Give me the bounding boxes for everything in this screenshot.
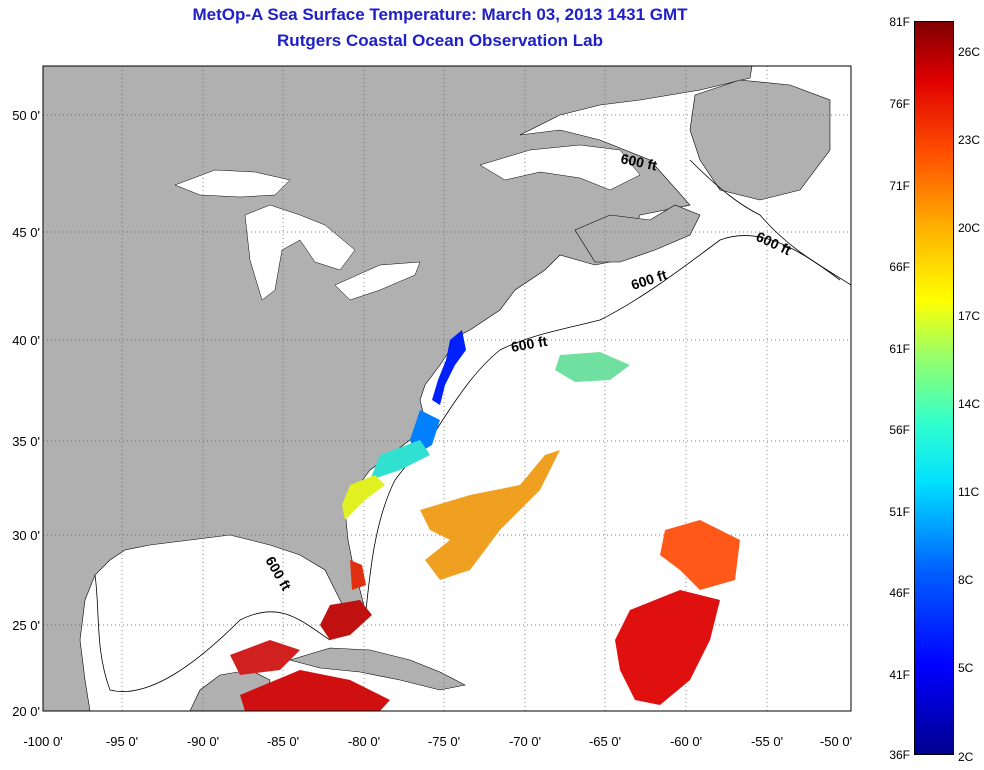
cb-c-14: 14C: [958, 397, 981, 411]
lon-label-85: -85 0': [266, 734, 300, 749]
contour-label-5: 600 ft: [262, 554, 294, 594]
lat-label-20: 20 0': [12, 704, 40, 719]
lon-label-50: -50 0': [819, 734, 853, 749]
lat-label-40: 40 0': [12, 333, 40, 348]
sst-gulfstream-orange: [420, 450, 560, 580]
sst-sargasso-red: [615, 590, 720, 705]
sst-chesapeake-cold: [432, 330, 466, 405]
contour-label-3: 600 ft: [629, 266, 669, 293]
cb-f-51: 51F: [889, 505, 910, 519]
cb-c-17: 17C: [958, 309, 981, 323]
lake-superior: [174, 169, 291, 198]
lon-label-100: -100 0': [23, 734, 63, 749]
gulf-st-lawrence: [479, 144, 641, 191]
lon-label-90: -90 0': [186, 734, 220, 749]
nova-scotia-land: [574, 204, 701, 263]
sst-slope-green: [555, 352, 630, 382]
temperature-colorbar: [914, 21, 954, 755]
contour-label-2: 600 ft: [754, 228, 794, 258]
cb-c-5: 5C: [958, 661, 974, 675]
cuba-land: [288, 647, 466, 691]
contour-label-1: 600 ft: [619, 150, 658, 173]
cb-c-2: 2C: [958, 750, 974, 764]
lon-label-55: -55 0': [750, 734, 784, 749]
cb-f-71: 71F: [889, 179, 910, 193]
newfoundland-land: [689, 79, 831, 201]
lat-label-45: 45 0': [12, 225, 40, 240]
lat-label-25: 25 0': [12, 618, 40, 633]
lon-label-80: -80 0': [347, 734, 381, 749]
map-frame: [42, 65, 852, 712]
lon-label-95: -95 0': [105, 734, 139, 749]
lat-label-50: 50 0': [12, 108, 40, 123]
map-title: MetOp-A Sea Surface Temperature: March 0…: [192, 5, 688, 24]
cb-f-61: 61F: [889, 342, 910, 356]
sst-data-layer: [230, 330, 740, 711]
sst-sargasso-orange: [660, 520, 740, 590]
land-layer: [42, 65, 831, 712]
cb-f-56: 56F: [889, 423, 910, 437]
cb-f-81: 81F: [889, 15, 910, 29]
sst-gulf-red: [230, 640, 300, 675]
map-subtitle: Rutgers Coastal Ocean Observation Lab: [277, 31, 603, 50]
cb-c-11: 11C: [958, 485, 980, 499]
lon-label-70: -70 0': [508, 734, 542, 749]
sst-coastal-cyan: [370, 440, 430, 480]
lon-label-65: -65 0': [588, 734, 622, 749]
lon-label-60: -60 0': [669, 734, 703, 749]
sst-keys-red: [320, 600, 372, 640]
sst-caribbean-red: [240, 670, 390, 711]
cb-f-76: 76F: [889, 97, 910, 111]
cb-c-8: 8C: [958, 573, 974, 587]
sst-florida-red: [350, 560, 366, 590]
lat-label-30: 30 0': [12, 528, 40, 543]
lat-label-35: 35 0': [12, 434, 40, 449]
cb-c-23: 23C: [958, 133, 981, 147]
sst-coastal-yellow: [342, 475, 385, 520]
lon-label-75: -75 0': [427, 734, 461, 749]
cb-f-41: 41F: [889, 668, 910, 682]
cb-c-26: 26C: [958, 45, 981, 59]
cb-f-46: 46F: [889, 586, 910, 600]
lake-michigan-huron: [244, 204, 356, 301]
cb-f-66: 66F: [889, 260, 910, 274]
lake-erie-ontario: [334, 261, 421, 301]
cb-f-36: 36F: [889, 748, 910, 762]
contour-label-4: 600 ft: [510, 333, 549, 355]
great-lakes: [174, 144, 641, 301]
cb-c-20: 20C: [958, 221, 981, 235]
